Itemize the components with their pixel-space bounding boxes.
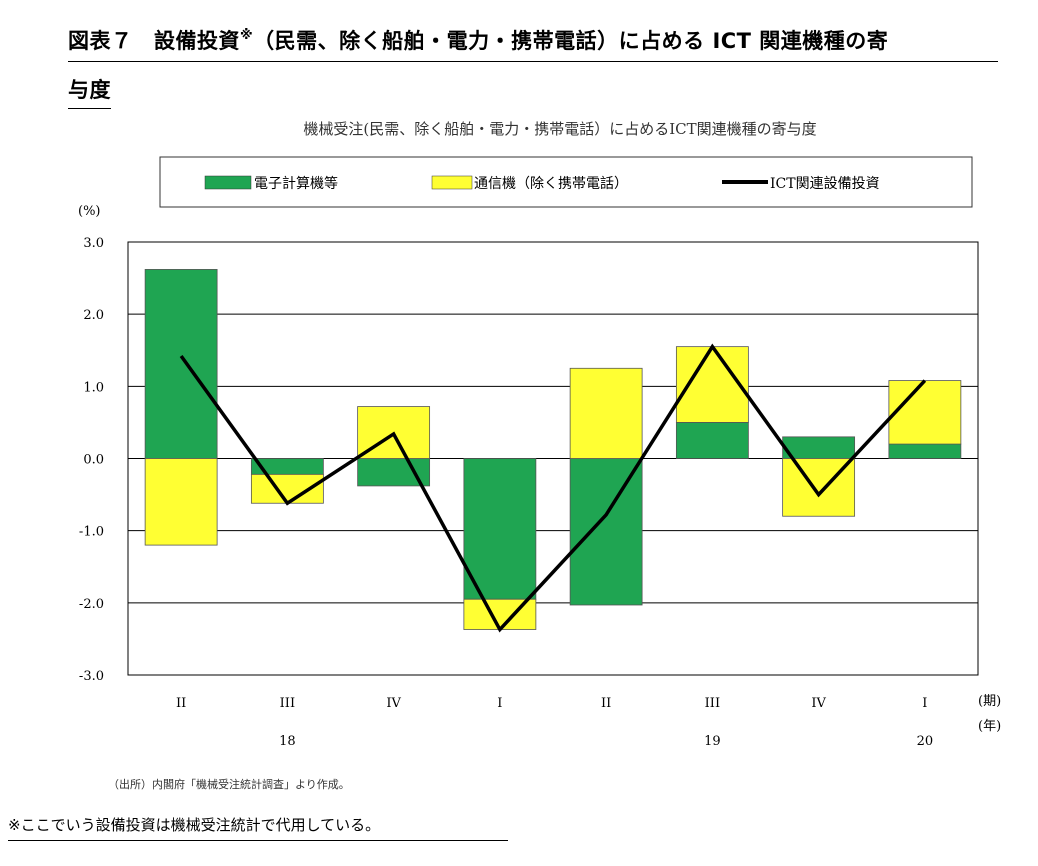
figure-title-main: 図表７ 設備投資 xyxy=(68,29,240,53)
x-tick-label: I xyxy=(497,696,502,711)
legend-box xyxy=(159,156,973,208)
bar-computers xyxy=(569,458,643,606)
bar-communications xyxy=(144,458,218,546)
legend-swatch-computers xyxy=(204,175,252,190)
chart: 機械受注(民需、除く船舶・電力・携帯電話）に占めるICT関連機種の寄与度 電子計… xyxy=(78,120,1001,749)
legend: 電子計算機等 通信機（除く携帯電話） ICT関連設備投資 xyxy=(159,156,973,208)
bar-computers xyxy=(144,269,218,459)
source-note: （出所）内閣府「機械受注統計調査」より作成。 xyxy=(108,778,350,791)
year-label: 18 xyxy=(279,734,296,749)
x-tick-label: IV xyxy=(811,696,826,711)
figure-title: 図表７ 設備投資※（民需、除く船舶・電力・携帯電話）に占める ICT 関連機種の… xyxy=(68,22,998,109)
legend-label-communications: 通信機（除く携帯電話） xyxy=(474,175,628,192)
bar-communications xyxy=(569,367,643,459)
line-series xyxy=(179,343,927,633)
bar-communications xyxy=(888,380,962,445)
x-tick-label: II xyxy=(601,696,611,711)
period-unit: (期) xyxy=(978,694,1001,709)
y-tick-label: 2.0 xyxy=(83,308,104,323)
y-tick-label: 1.0 xyxy=(83,380,104,395)
x-tick-label: III xyxy=(705,696,720,711)
x-tick-label: IV xyxy=(386,696,401,711)
y-tick-label: 3.0 xyxy=(83,236,104,251)
bar-computers xyxy=(463,458,537,600)
bar-computers xyxy=(675,422,749,459)
chart-title: 機械受注(民需、除く船舶・電力・携帯電話）に占めるICT関連機種の寄与度 xyxy=(303,120,816,138)
plot-frame xyxy=(127,241,979,676)
figure-title-line2: 与度 xyxy=(68,76,111,109)
y-tick-label: -2.0 xyxy=(79,597,104,612)
year-labels: 18 19 20 xyxy=(279,734,933,749)
bar-computers xyxy=(782,436,856,459)
year-label: 19 xyxy=(704,734,721,749)
y-tick-label: 0.0 xyxy=(83,453,104,468)
bar-computers xyxy=(357,458,431,487)
figure-title-note-mark: ※ xyxy=(240,28,254,43)
footnote: ※ここでいう設備投資は機械受注統計で代用している。 xyxy=(8,814,508,841)
legend-label-computers: 電子計算機等 xyxy=(254,175,338,192)
year-unit: (年) xyxy=(978,719,1001,734)
legend-swatch-communications xyxy=(431,175,473,190)
y-tick-label: -3.0 xyxy=(79,669,104,684)
x-tick-label: III xyxy=(280,696,295,711)
bars xyxy=(144,269,962,630)
x-tick-label: II xyxy=(176,696,186,711)
year-label: 20 xyxy=(917,734,934,749)
y-axis-ticks: 3.0 2.0 1.0 0.0 -1.0 -2.0 -3.0 xyxy=(79,236,104,684)
x-tick-label: I xyxy=(922,696,927,711)
x-axis-ticks: II III IV I II III IV I xyxy=(176,696,927,711)
bar-computers xyxy=(888,443,962,459)
ict-investment-line xyxy=(179,343,927,633)
y-axis-unit: (%) xyxy=(78,204,101,219)
legend-label-ict-investment: ICT関連設備投資 xyxy=(770,176,880,192)
figure-title-rest: （民需、除く船舶・電力・携帯電話）に占める ICT 関連機種の寄 xyxy=(253,29,889,53)
y-tick-label: -1.0 xyxy=(79,525,104,540)
